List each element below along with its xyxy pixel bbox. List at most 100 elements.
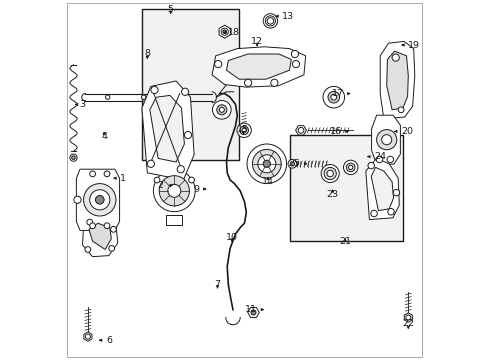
- Circle shape: [105, 95, 110, 99]
- Circle shape: [263, 14, 277, 28]
- Text: 5: 5: [167, 4, 173, 13]
- Circle shape: [322, 86, 344, 108]
- Circle shape: [87, 219, 92, 225]
- Circle shape: [375, 156, 382, 163]
- Circle shape: [326, 170, 333, 177]
- Polygon shape: [226, 54, 291, 79]
- Circle shape: [141, 95, 145, 99]
- Text: 16: 16: [329, 127, 347, 136]
- Circle shape: [219, 107, 224, 112]
- Polygon shape: [219, 25, 230, 38]
- Text: 19: 19: [401, 40, 420, 49]
- Circle shape: [214, 60, 222, 68]
- Text: 7: 7: [214, 280, 220, 289]
- Circle shape: [108, 246, 114, 251]
- Circle shape: [327, 91, 339, 103]
- Bar: [166, 215, 182, 225]
- Circle shape: [266, 18, 273, 24]
- Circle shape: [95, 195, 104, 204]
- Circle shape: [348, 165, 352, 170]
- Circle shape: [174, 95, 178, 99]
- Text: 24: 24: [367, 152, 386, 161]
- Circle shape: [216, 105, 226, 115]
- Circle shape: [221, 28, 228, 35]
- Polygon shape: [149, 95, 184, 162]
- Circle shape: [177, 166, 184, 173]
- Circle shape: [343, 160, 357, 175]
- Circle shape: [147, 160, 154, 167]
- Circle shape: [250, 310, 256, 315]
- Polygon shape: [370, 167, 393, 211]
- Circle shape: [381, 135, 391, 145]
- Circle shape: [387, 208, 393, 215]
- Circle shape: [242, 128, 246, 132]
- Text: 8: 8: [144, 49, 150, 58]
- Circle shape: [223, 30, 226, 33]
- Circle shape: [181, 88, 188, 95]
- Circle shape: [239, 126, 248, 135]
- Circle shape: [237, 123, 251, 138]
- Circle shape: [252, 149, 281, 178]
- Circle shape: [83, 184, 116, 216]
- Circle shape: [346, 163, 354, 172]
- Circle shape: [291, 50, 298, 58]
- Polygon shape: [380, 41, 414, 119]
- Text: 17: 17: [331, 89, 349, 98]
- Polygon shape: [371, 115, 400, 164]
- Circle shape: [397, 107, 403, 113]
- Circle shape: [370, 210, 377, 217]
- Circle shape: [154, 177, 160, 183]
- Polygon shape: [404, 313, 411, 322]
- Circle shape: [392, 189, 399, 196]
- Circle shape: [257, 155, 275, 173]
- Circle shape: [386, 156, 393, 163]
- Text: 13: 13: [275, 12, 294, 21]
- Circle shape: [376, 130, 396, 150]
- Text: 14: 14: [262, 177, 273, 186]
- Text: 15: 15: [237, 125, 249, 134]
- Bar: [289, 135, 402, 241]
- Text: 11: 11: [244, 305, 263, 314]
- Circle shape: [324, 167, 336, 180]
- Circle shape: [289, 162, 294, 166]
- Text: 21: 21: [339, 238, 350, 246]
- Text: 10: 10: [225, 233, 238, 242]
- Text: 25: 25: [288, 159, 306, 168]
- Circle shape: [188, 177, 194, 183]
- Text: 1: 1: [114, 174, 126, 183]
- Circle shape: [104, 223, 110, 229]
- Polygon shape: [142, 81, 194, 180]
- Circle shape: [405, 315, 410, 320]
- Text: 22: 22: [402, 320, 413, 328]
- Circle shape: [153, 170, 195, 212]
- Circle shape: [104, 171, 110, 177]
- Text: 23: 23: [326, 190, 338, 199]
- Circle shape: [391, 54, 399, 61]
- Circle shape: [89, 171, 95, 177]
- Circle shape: [244, 79, 251, 86]
- Circle shape: [151, 86, 158, 94]
- Circle shape: [74, 196, 81, 203]
- Circle shape: [270, 79, 277, 86]
- Circle shape: [212, 100, 231, 119]
- Text: 12: 12: [250, 37, 263, 46]
- Polygon shape: [365, 158, 399, 220]
- Text: 4: 4: [101, 132, 107, 141]
- Polygon shape: [76, 169, 120, 230]
- Bar: [142, 9, 239, 160]
- Circle shape: [298, 127, 303, 133]
- Polygon shape: [247, 307, 259, 318]
- Circle shape: [70, 154, 77, 161]
- Circle shape: [330, 94, 336, 100]
- Text: 9: 9: [193, 184, 205, 194]
- Text: 6: 6: [100, 336, 112, 345]
- Polygon shape: [83, 332, 92, 341]
- Polygon shape: [212, 47, 305, 87]
- Circle shape: [265, 16, 275, 26]
- Text: 20: 20: [394, 127, 412, 136]
- Polygon shape: [82, 218, 118, 257]
- Circle shape: [367, 162, 374, 169]
- Circle shape: [159, 176, 189, 206]
- Polygon shape: [386, 51, 407, 110]
- Text: 2: 2: [157, 181, 172, 190]
